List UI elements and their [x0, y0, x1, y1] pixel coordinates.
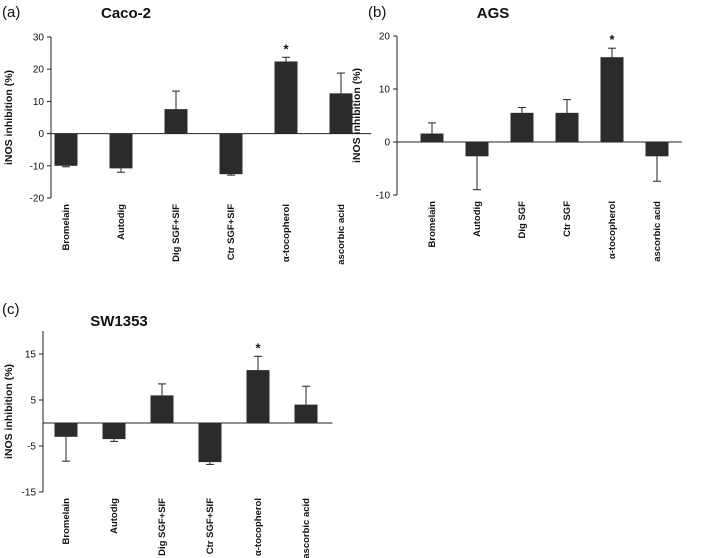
- y-tick-label: -10: [376, 191, 391, 202]
- y-axis-label: iNOS inhibition (%): [3, 70, 15, 165]
- panel-label-a: (a): [2, 4, 20, 21]
- bar: [102, 423, 126, 440]
- bar: [54, 423, 78, 437]
- chart-title: AGS: [477, 5, 510, 22]
- y-axis-label: iNOS inhibition (%): [3, 364, 15, 459]
- category-label: α-tocopherol: [281, 204, 292, 262]
- bar: [198, 423, 222, 463]
- category-label: Autodig: [472, 201, 483, 237]
- category-label: ascorbic acid: [652, 201, 663, 262]
- category-label: Ctr SGF+SIF: [205, 498, 216, 554]
- category-label: Ctr SGF+SIF: [226, 204, 237, 260]
- category-label: Autodig: [109, 498, 120, 534]
- category-label: α-tocopherol: [607, 201, 618, 259]
- bar: [164, 109, 188, 134]
- category-label: Autodig: [116, 204, 127, 240]
- bar: [465, 142, 489, 157]
- category-label: Ctr SGF: [562, 201, 573, 237]
- panel-label-c: (c): [2, 301, 20, 318]
- category-label: Bromelain: [61, 204, 72, 251]
- category-label: α-tocopherol: [253, 498, 264, 556]
- significance-marker: *: [283, 41, 289, 56]
- panel-label-b: (b): [368, 4, 386, 21]
- significance-marker: *: [255, 340, 261, 355]
- bar: [420, 133, 444, 142]
- category-label: Bromelain: [61, 498, 72, 545]
- category-label: ascorbic acid: [301, 498, 312, 558]
- bar: [246, 370, 270, 423]
- bar: [274, 61, 298, 134]
- y-tick-label: -5: [27, 442, 36, 453]
- bar: [294, 404, 318, 423]
- y-tick-label: 30: [33, 33, 45, 44]
- chart-caco2: Caco-2 30 20 10 0 -10 -20 iNOS inhibition (%) Br…: [3, 5, 372, 265]
- chart-title: SW1353: [90, 313, 148, 330]
- bar: [600, 57, 624, 143]
- y-tick-label: -10: [30, 161, 45, 172]
- y-tick-label: 10: [379, 85, 391, 96]
- category-label: Dig SGF+SIF: [157, 498, 168, 556]
- y-tick-label: 0: [384, 138, 390, 149]
- bar: [645, 142, 669, 157]
- category-label: Dig SGF: [517, 201, 528, 239]
- y-tick-label: -15: [22, 488, 37, 499]
- bar: [54, 133, 78, 166]
- y-tick-label: 15: [25, 350, 37, 361]
- category-label: Dig SGF+SIF: [171, 204, 182, 262]
- chart-ags: AGS 20 10 0 -10 iNOS inhibition (%) Bromelain A…: [351, 5, 682, 262]
- category-label: Bromelain: [427, 201, 438, 248]
- bar: [150, 395, 174, 423]
- y-tick-label: 20: [33, 65, 45, 76]
- y-tick-label: 10: [33, 97, 45, 108]
- bar: [555, 112, 579, 142]
- bar: [329, 93, 353, 134]
- y-tick-label: 20: [379, 32, 391, 43]
- y-tick-label: 5: [30, 396, 36, 407]
- category-label: ascorbic acid: [336, 204, 347, 265]
- y-tick-label: 0: [38, 129, 44, 140]
- y-tick-label: -20: [30, 194, 45, 205]
- bar: [109, 133, 133, 169]
- chart-sw1353: SW1353 15 5 -5 -15 iNOS inhibition (%) Bromela…: [3, 313, 333, 558]
- bar: [219, 133, 243, 175]
- y-axis-label: iNOS inhibition (%): [351, 68, 363, 163]
- significance-marker: *: [609, 32, 615, 47]
- chart-title: Caco-2: [101, 5, 151, 22]
- bar: [510, 112, 534, 142]
